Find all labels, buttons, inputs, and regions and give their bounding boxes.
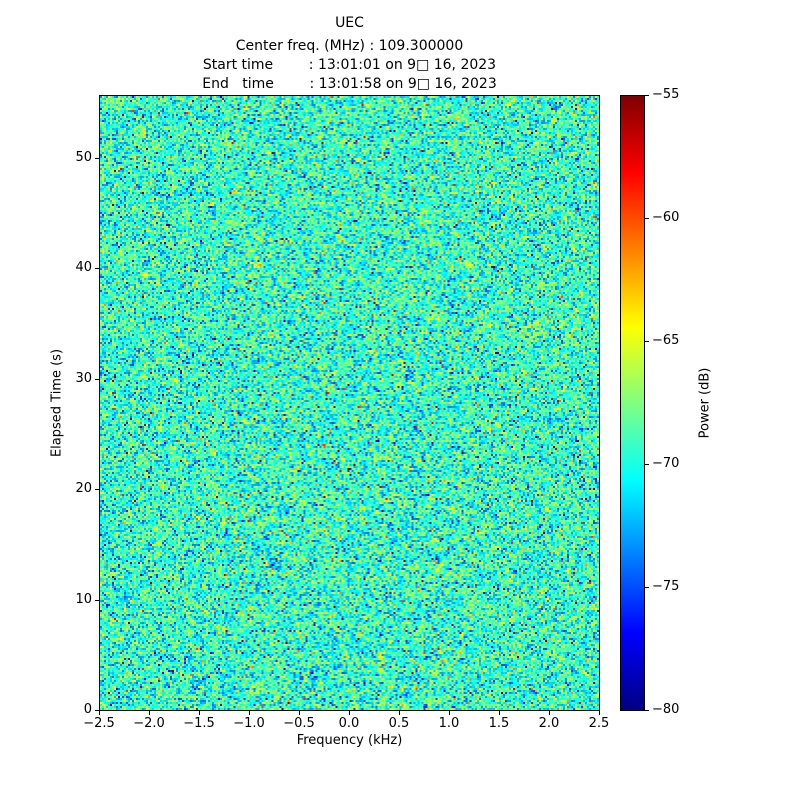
chart-title: UEC: [99, 14, 600, 32]
colorbar-tick-label: −65: [652, 333, 696, 349]
colorbar-tick-mark: [645, 95, 649, 96]
colorbar-tick-label: −80: [652, 702, 696, 718]
plot-axes: [99, 95, 600, 711]
x-tick-mark: [449, 711, 450, 715]
colorbar-tick-label: −55: [652, 87, 696, 103]
start-time-line: Start time : 13:01:01 on 9□ 16, 2023: [99, 56, 600, 74]
spectrogram-heatmap: [100, 96, 599, 710]
y-tick-mark: [95, 379, 99, 380]
colorbar-label: Power (dB): [698, 368, 713, 439]
x-axis-label: Frequency (kHz): [99, 733, 600, 748]
y-tick-label: 0: [48, 702, 92, 718]
spectrogram-figure: UEC Center freq. (MHz) : 109.300000 Star…: [0, 0, 800, 800]
y-tick-mark: [95, 489, 99, 490]
colorbar-tick-mark: [645, 218, 649, 219]
x-tick-label: 1.0: [424, 716, 474, 732]
y-tick-label: 10: [48, 592, 92, 608]
end-time-line: End time : 13:01:58 on 9□ 16, 2023: [99, 75, 600, 93]
x-tick-mark: [149, 711, 150, 715]
x-tick-mark: [399, 711, 400, 715]
colorbar-tick-label: −60: [652, 210, 696, 226]
x-tick-mark: [349, 711, 350, 715]
x-tick-label: −1.0: [224, 716, 274, 732]
x-tick-mark: [549, 711, 550, 715]
x-tick-mark: [99, 711, 100, 715]
x-tick-label: 2.5: [574, 716, 624, 732]
y-tick-mark: [95, 600, 99, 601]
y-tick-label: 20: [48, 481, 92, 497]
x-tick-label: 1.5: [474, 716, 524, 732]
x-tick-mark: [249, 711, 250, 715]
colorbar-gradient: [620, 95, 645, 711]
y-tick-label: 50: [48, 150, 92, 166]
y-tick-mark: [95, 158, 99, 159]
x-tick-mark: [599, 711, 600, 715]
colorbar-tick-mark: [645, 710, 649, 711]
colorbar-tick-label: −75: [652, 579, 696, 595]
colorbar-tick-mark: [645, 464, 649, 465]
x-tick-label: −1.5: [174, 716, 224, 732]
center-freq-line: Center freq. (MHz) : 109.300000: [99, 37, 600, 55]
colorbar-tick-mark: [645, 341, 649, 342]
y-tick-label: 30: [48, 371, 92, 387]
x-tick-label: 0.0: [324, 716, 374, 732]
x-tick-label: 2.0: [524, 716, 574, 732]
x-tick-label: −2.0: [124, 716, 174, 732]
y-tick-mark: [95, 268, 99, 269]
x-tick-label: 0.5: [374, 716, 424, 732]
y-tick-label: 40: [48, 260, 92, 276]
colorbar-tick-mark: [645, 587, 649, 588]
x-tick-mark: [499, 711, 500, 715]
x-tick-mark: [299, 711, 300, 715]
x-tick-label: −0.5: [274, 716, 324, 732]
x-tick-mark: [199, 711, 200, 715]
colorbar-tick-label: −70: [652, 456, 696, 472]
y-tick-mark: [95, 710, 99, 711]
y-axis-label: Elapsed Time (s): [50, 349, 65, 457]
x-tick-label: −2.5: [74, 716, 124, 732]
